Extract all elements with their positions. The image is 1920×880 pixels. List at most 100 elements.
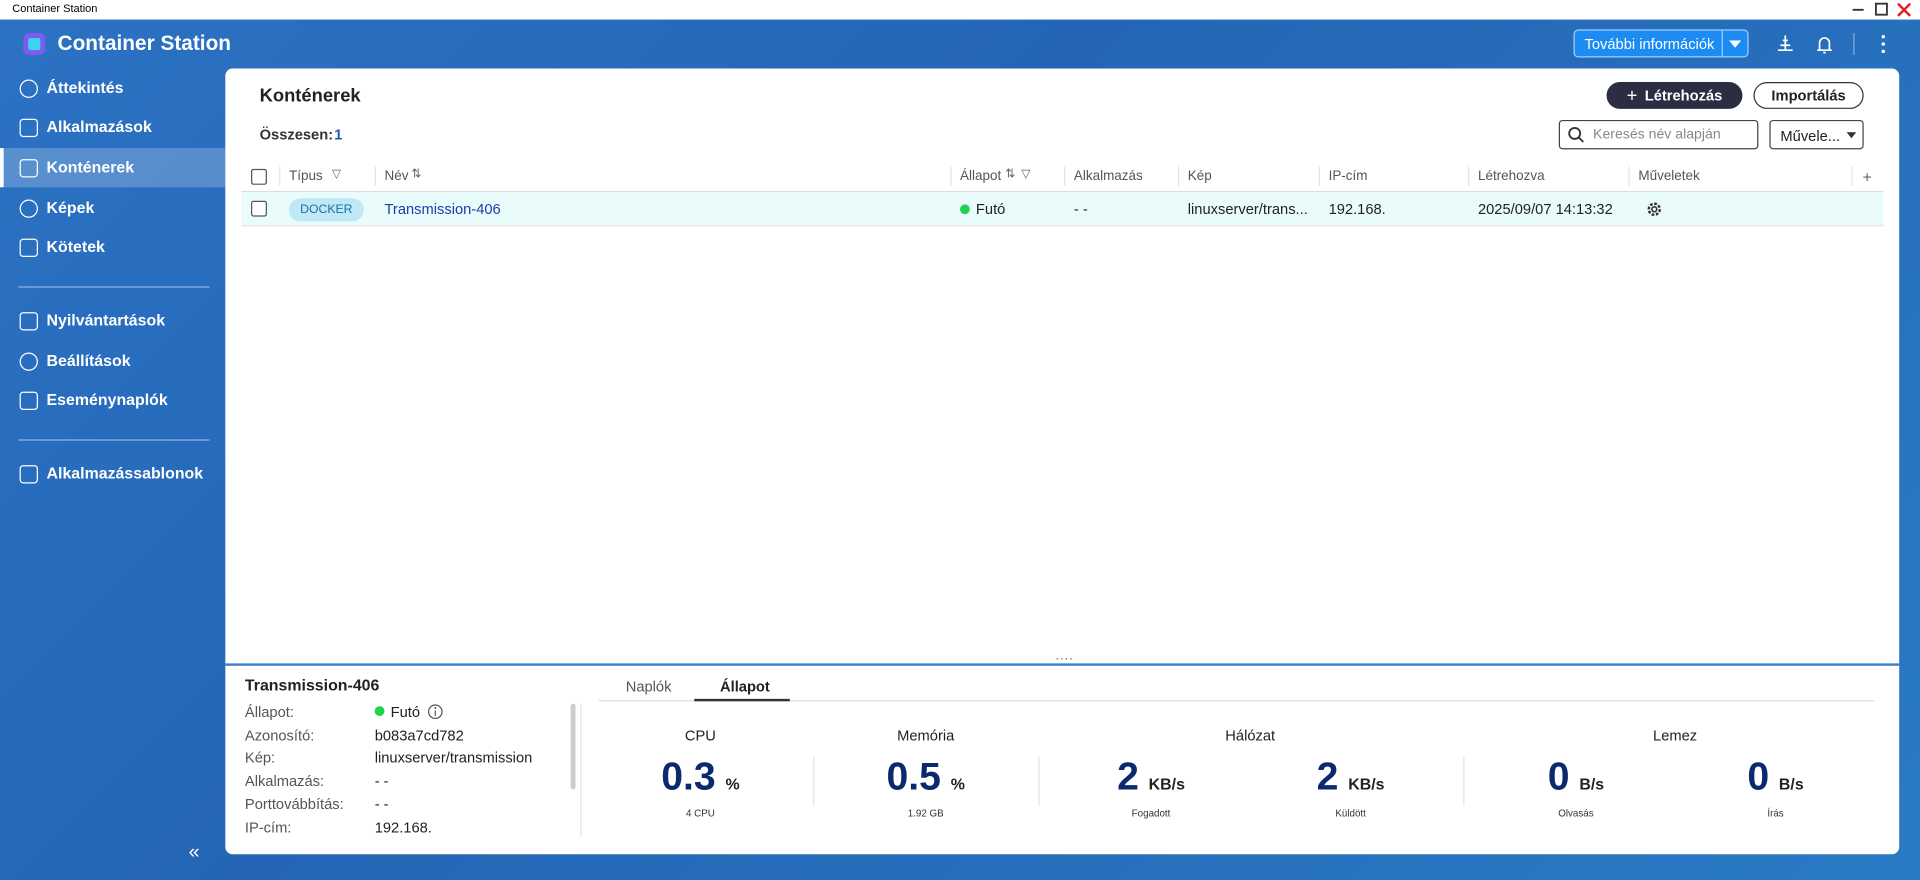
scrollbar[interactable] — [570, 703, 576, 790]
metric: 0 B/s — [1548, 754, 1604, 799]
metric-caption: Küldött — [1335, 807, 1366, 819]
field-value: - - — [374, 772, 389, 790]
header-icons[interactable] — [1773, 33, 1895, 56]
column-divider — [950, 166, 952, 187]
nav-item[interactable]: Eseménynaplók — [46, 390, 168, 409]
metric-value: 0.3 — [661, 753, 716, 798]
metric-value: 2 — [1117, 753, 1139, 798]
tabs-baseline — [598, 700, 1875, 702]
stat-group-title: Memória — [897, 727, 955, 745]
splitter-grip[interactable]: .... — [1055, 649, 1075, 664]
import-button[interactable]: Importálás — [1753, 82, 1864, 109]
app-logo — [23, 33, 46, 56]
info-icon[interactable] — [427, 704, 443, 720]
total-label: Összesen: — [259, 126, 334, 144]
nav-icon[interactable] — [19, 312, 38, 331]
collapse-sidebar[interactable]: « — [188, 842, 200, 863]
create-button[interactable]: + Létrehozás — [1606, 82, 1743, 109]
page-title: Konténerek — [259, 85, 361, 107]
column-header[interactable]: Típus — [288, 168, 323, 184]
search-placeholder: Keresés név alapján — [1593, 127, 1721, 142]
add-column[interactable]: + — [1862, 167, 1872, 187]
column-header[interactable]: IP-cím — [1328, 168, 1368, 184]
main-panel — [225, 68, 1900, 855]
sidebar-divider — [18, 439, 210, 441]
metric-unit: B/s — [1579, 774, 1605, 794]
column-divider — [1064, 166, 1066, 187]
field-label: Kép: — [244, 749, 276, 767]
actions-label: Művele... — [1780, 127, 1841, 145]
metric-value: 2 — [1316, 753, 1339, 798]
column-header[interactable]: Létrehozva — [1477, 168, 1545, 184]
plus-icon: + — [1626, 85, 1638, 106]
metric-unit: % — [725, 774, 740, 794]
nav-icon[interactable] — [19, 118, 38, 138]
column-divider — [1851, 166, 1853, 187]
nav-item[interactable]: Képek — [46, 198, 95, 217]
metric: 2 KB/s — [1317, 754, 1385, 799]
detail-title: Transmission-406 — [244, 675, 380, 694]
title-bar — [0, 0, 1920, 20]
nav-item[interactable]: Kötetek — [46, 237, 105, 256]
field-value: linuxserver/transmission — [374, 749, 533, 767]
sort-icon[interactable]: ⇅ — [411, 167, 422, 182]
tab-logs[interactable]: Naplók — [625, 678, 672, 696]
status-dot — [960, 204, 970, 215]
field-value: - - — [374, 795, 389, 813]
sidebar-divider — [18, 286, 210, 288]
header-checkbox[interactable] — [251, 168, 267, 185]
nav-icon[interactable] — [19, 465, 38, 484]
caret-icon — [1846, 132, 1857, 139]
nav-item[interactable]: Áttekintés — [46, 78, 124, 97]
actions-dropdown[interactable]: Művele... — [1769, 119, 1864, 150]
tab-status[interactable]: Állapot — [720, 678, 770, 696]
column-divider — [1468, 166, 1470, 187]
search-box[interactable]: Keresés név alapján — [1558, 119, 1759, 150]
more-info-button[interactable]: További információk — [1573, 29, 1749, 58]
filter-icon[interactable]: ▽ — [331, 167, 342, 182]
caret-icon — [1728, 40, 1742, 48]
window-title: Container Station — [12, 2, 98, 15]
filter-icon[interactable]: ▽ — [1021, 167, 1031, 182]
more-info-caret[interactable] — [1721, 30, 1749, 57]
nav-icon[interactable] — [19, 159, 38, 178]
metric-divider — [1038, 756, 1040, 806]
metric: 0.5% — [887, 754, 965, 799]
table-row-bg — [241, 192, 1884, 227]
nav-item[interactable]: Beállítások — [46, 351, 131, 370]
metric-unit: B/s — [1778, 774, 1804, 794]
nav-icon[interactable] — [19, 391, 38, 411]
column-header[interactable]: Név — [384, 168, 409, 184]
sort-icon[interactable]: ⇅ — [1005, 167, 1016, 182]
nav-item[interactable]: Alkalmazások — [46, 117, 152, 136]
column-divider — [1177, 166, 1180, 187]
row-checkbox[interactable] — [251, 200, 267, 217]
stat-group-title: Lemez — [1653, 727, 1698, 745]
column-divider — [1628, 166, 1630, 187]
container-name-link[interactable]: Transmission-406 — [384, 200, 501, 218]
column-header[interactable]: Műveletek — [1638, 168, 1700, 184]
splitter[interactable] — [225, 663, 1900, 666]
detail-status-dot — [374, 706, 385, 716]
column-header[interactable]: Kép — [1187, 168, 1212, 184]
nav-item[interactable]: Konténerek — [46, 157, 135, 177]
created-cell: 2025/09/07 14:13:32 — [1477, 200, 1613, 218]
nav-icon[interactable] — [19, 199, 38, 218]
nav-icon[interactable] — [19, 352, 38, 371]
settings-icon[interactable] — [1646, 201, 1663, 218]
search-icon — [1568, 126, 1584, 143]
column-divider — [1318, 166, 1321, 187]
metric-caption: Olvasás — [1558, 807, 1594, 819]
nav-icon[interactable] — [19, 79, 38, 98]
window-controls[interactable] — [1849, 2, 1918, 17]
total-count: 1 — [334, 126, 343, 144]
nav-item[interactable]: Alkalmazássablonok — [46, 463, 204, 483]
column-header[interactable]: Alkalmazás — [1073, 168, 1143, 184]
metric: 0 B/s — [1747, 754, 1803, 799]
nav-item[interactable]: Nyilvántartások — [46, 310, 166, 330]
column-header[interactable]: Állapot — [960, 168, 1002, 184]
nav-icon[interactable] — [19, 238, 38, 258]
column-divider — [279, 166, 281, 187]
